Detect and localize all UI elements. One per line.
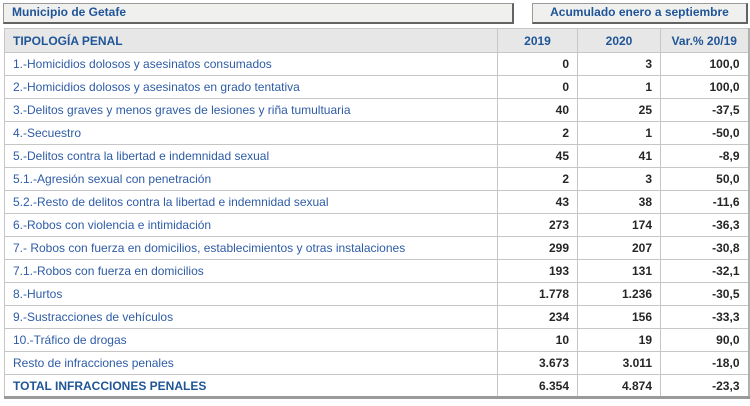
crime-type-label: 6.-Robos con violencia e intimidación	[4, 213, 498, 237]
crime-type-label: 10.-Tráfico de drogas	[4, 328, 498, 352]
value-2020: 25	[577, 98, 661, 122]
value-variation: -23,3	[660, 374, 749, 398]
value-variation: 90,0	[660, 328, 749, 352]
crime-type-label: 3.-Delitos graves y menos graves de lesi…	[4, 98, 498, 122]
value-variation: -11,6	[660, 190, 749, 214]
value-2019: 1.778	[497, 282, 578, 306]
column-header-variation: Var.% 20/19	[660, 28, 749, 53]
crime-type-label: Resto de infracciones penales	[4, 351, 498, 375]
table-row: 3.-Delitos graves y menos graves de lesi…	[4, 98, 749, 122]
value-variation: -18,0	[660, 351, 749, 375]
value-2019: 43	[497, 190, 578, 214]
table-row: 8.-Hurtos 1.778 1.236 -30,5	[4, 282, 749, 306]
crime-type-label: TOTAL INFRACCIONES PENALES	[4, 374, 498, 398]
table-row: 1.-Homicidios dolosos y asesinatos consu…	[4, 52, 749, 76]
value-variation: -32,1	[660, 259, 749, 283]
crime-type-label: 7.1.-Robos con fuerza en domicilios	[4, 259, 498, 283]
value-variation: -36,3	[660, 213, 749, 237]
value-2019: 10	[497, 328, 578, 352]
crime-type-label: 5.1.-Agresión sexual con penetración	[4, 167, 498, 191]
value-2019: 0	[497, 52, 578, 76]
value-2019: 40	[497, 98, 578, 122]
value-2020: 38	[577, 190, 661, 214]
value-2020: 1	[577, 75, 661, 99]
value-variation: -33,3	[660, 305, 749, 329]
value-2019: 273	[497, 213, 578, 237]
value-2019: 3.673	[497, 351, 578, 375]
crime-type-label: 8.-Hurtos	[4, 282, 498, 306]
value-2020: 3	[577, 52, 661, 76]
crime-statistics-table-container: TIPOLOGÍA PENAL 2019 2020 Var.% 20/19 1.…	[4, 28, 750, 399]
top-header-bar: Municipio de Getafe Acumulado enero a se…	[3, 3, 748, 24]
table-row: 2.-Homicidios dolosos y asesinatos en gr…	[4, 75, 749, 99]
value-2019: 0	[497, 75, 578, 99]
crime-type-label: 5.-Delitos contra la libertad e indemnid…	[4, 144, 498, 168]
value-2019: 299	[497, 236, 578, 260]
value-variation: -30,5	[660, 282, 749, 306]
table-row: 5.2.-Resto de delitos contra la libertad…	[4, 190, 749, 214]
crime-type-label: 9.-Sustracciones de vehículos	[4, 305, 498, 329]
table-row: 4.-Secuestro 2 1 -50,0	[4, 121, 749, 145]
table-row: 10.-Tráfico de drogas 10 19 90,0	[4, 328, 749, 352]
crime-type-label: 4.-Secuestro	[4, 121, 498, 145]
header-spacer	[514, 3, 532, 24]
crime-type-label: 2.-Homicidios dolosos y asesinatos en gr…	[4, 75, 498, 99]
column-header-tipologia: TIPOLOGÍA PENAL	[4, 28, 498, 53]
table-row: 7.- Robos con fuerza en domicilios, esta…	[4, 236, 749, 260]
column-header-2020: 2020	[577, 28, 661, 53]
value-2020: 156	[577, 305, 661, 329]
value-variation: -50,0	[660, 121, 749, 145]
column-header-2019: 2019	[497, 28, 578, 53]
value-variation: -37,5	[660, 98, 749, 122]
table-row: 7.1.-Robos con fuerza en domicilios 193 …	[4, 259, 749, 283]
value-2019: 2	[497, 167, 578, 191]
table-row: TOTAL INFRACCIONES PENALES 6.354 4.874 -…	[4, 374, 749, 398]
value-2019: 234	[497, 305, 578, 329]
value-variation: -30,8	[660, 236, 749, 260]
value-2020: 41	[577, 144, 661, 168]
value-2019: 45	[497, 144, 578, 168]
table-row: 5.-Delitos contra la libertad e indemnid…	[4, 144, 749, 168]
value-variation: 100,0	[660, 75, 749, 99]
table-body: 1.-Homicidios dolosos y asesinatos consu…	[4, 52, 749, 398]
table-row: Resto de infracciones penales 3.673 3.01…	[4, 351, 749, 375]
table-header-row: TIPOLOGÍA PENAL 2019 2020 Var.% 20/19	[4, 28, 749, 53]
value-2020: 19	[577, 328, 661, 352]
value-2019: 2	[497, 121, 578, 145]
crime-type-label: 1.-Homicidios dolosos y asesinatos consu…	[4, 52, 498, 76]
value-2020: 131	[577, 259, 661, 283]
crime-statistics-table: TIPOLOGÍA PENAL 2019 2020 Var.% 20/19 1.…	[4, 28, 750, 399]
value-2020: 3.011	[577, 351, 661, 375]
table-row: 9.-Sustracciones de vehículos 234 156 -3…	[4, 305, 749, 329]
value-variation: -8,9	[660, 144, 749, 168]
crime-type-label: 5.2.-Resto de delitos contra la libertad…	[4, 190, 498, 214]
value-2020: 207	[577, 236, 661, 260]
value-2019: 193	[497, 259, 578, 283]
value-variation: 50,0	[660, 167, 749, 191]
value-2020: 174	[577, 213, 661, 237]
value-2019: 6.354	[497, 374, 578, 398]
period-header-button[interactable]: Acumulado enero a septiembre	[532, 3, 748, 24]
value-2020: 4.874	[577, 374, 661, 398]
value-variation: 100,0	[660, 52, 749, 76]
table-row: 5.1.-Agresión sexual con penetración 2 3…	[4, 167, 749, 191]
crime-type-label: 7.- Robos con fuerza en domicilios, esta…	[4, 236, 498, 260]
municipality-header-button[interactable]: Municipio de Getafe	[3, 3, 514, 24]
value-2020: 3	[577, 167, 661, 191]
table-row: 6.-Robos con violencia e intimidación 27…	[4, 213, 749, 237]
value-2020: 1.236	[577, 282, 661, 306]
value-2020: 1	[577, 121, 661, 145]
